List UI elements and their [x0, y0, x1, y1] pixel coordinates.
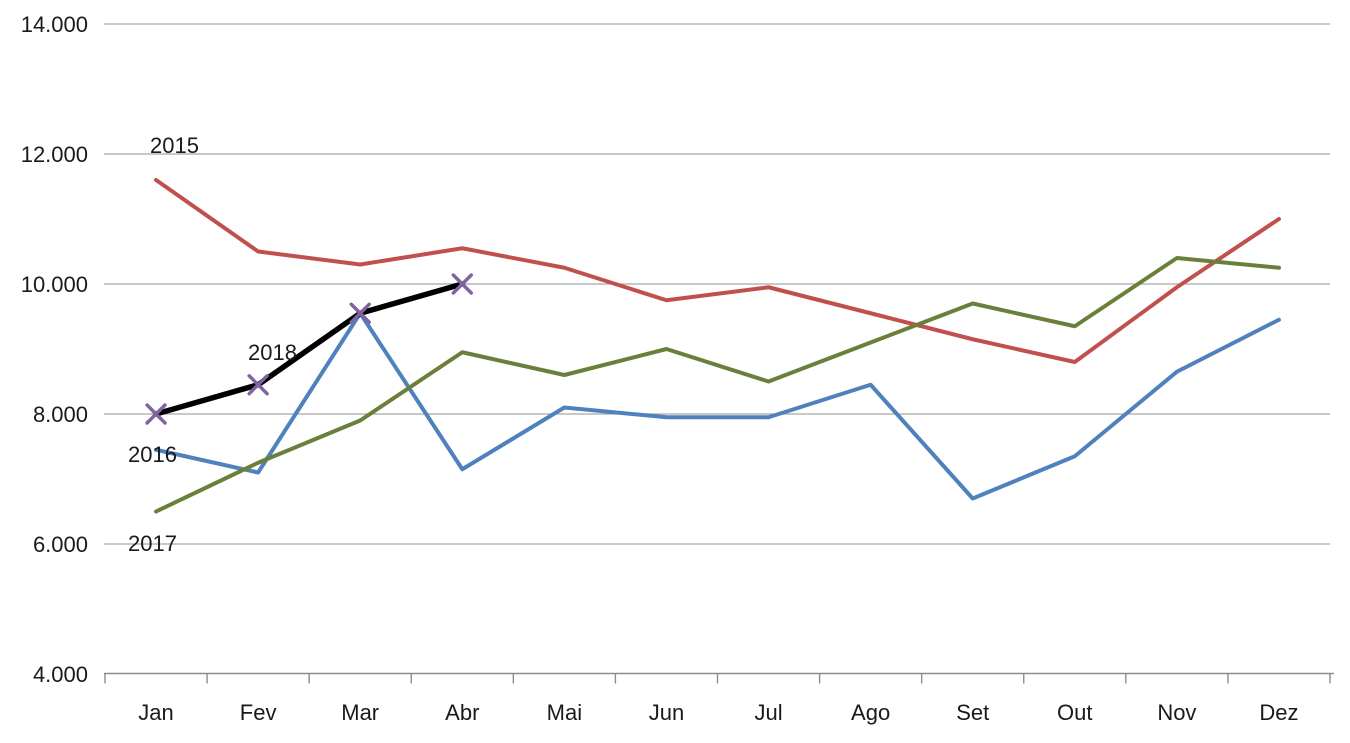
series-label-2018: 2018: [248, 340, 297, 365]
x-tick-label: Set: [956, 700, 989, 725]
x-tick-label: Mai: [547, 700, 582, 725]
y-tick-label: 4.000: [33, 662, 88, 687]
x-tick-label: Jul: [754, 700, 782, 725]
y-tick-labels: 4.000 6.000 8.000 10.000 12.000 14.000: [21, 12, 88, 687]
series-line-2017: [154, 256, 1281, 514]
x-tick-label: Ago: [851, 700, 890, 725]
x-marker: [145, 403, 167, 425]
axis-layer: [104, 672, 1334, 684]
series-label-2017: 2017: [128, 531, 177, 556]
series-markers-2018: [145, 273, 473, 425]
x-tick-label: Abr: [445, 700, 479, 725]
x-tick-label: Fev: [240, 700, 277, 725]
annotation-layer: 2015 2016 2017 2018: [128, 133, 297, 556]
series-line-2016: [154, 311, 1281, 501]
y-tick-label: 10.000: [21, 272, 88, 297]
x-tick-label: Nov: [1157, 700, 1196, 725]
series-line-2015: [154, 178, 1281, 364]
series-label-2016: 2016: [128, 442, 177, 467]
y-tick-label: 8.000: [33, 402, 88, 427]
series-layer: [145, 178, 1281, 514]
series-line-2018: [153, 281, 466, 417]
y-tick-label: 14.000: [21, 12, 88, 37]
x-tick-label: Jun: [649, 700, 684, 725]
x-tick-labels: Jan Fev Mar Abr Mai Jun Jul Ago Set Out Nov Dez: [138, 700, 1298, 725]
x-tick-label: Mar: [341, 700, 379, 725]
x-marker: [247, 374, 269, 396]
x-tick-label: Jan: [138, 700, 173, 725]
x-tick-label: Dez: [1259, 700, 1298, 725]
x-marker: [349, 302, 371, 324]
series-label-2015: 2015: [150, 133, 199, 158]
x-marker: [451, 273, 473, 295]
y-tick-label: 6.000: [33, 532, 88, 557]
x-tick-label: Out: [1057, 700, 1092, 725]
gridlines-layer: [104, 23, 1330, 545]
y-tick-label: 12.000: [21, 142, 88, 167]
